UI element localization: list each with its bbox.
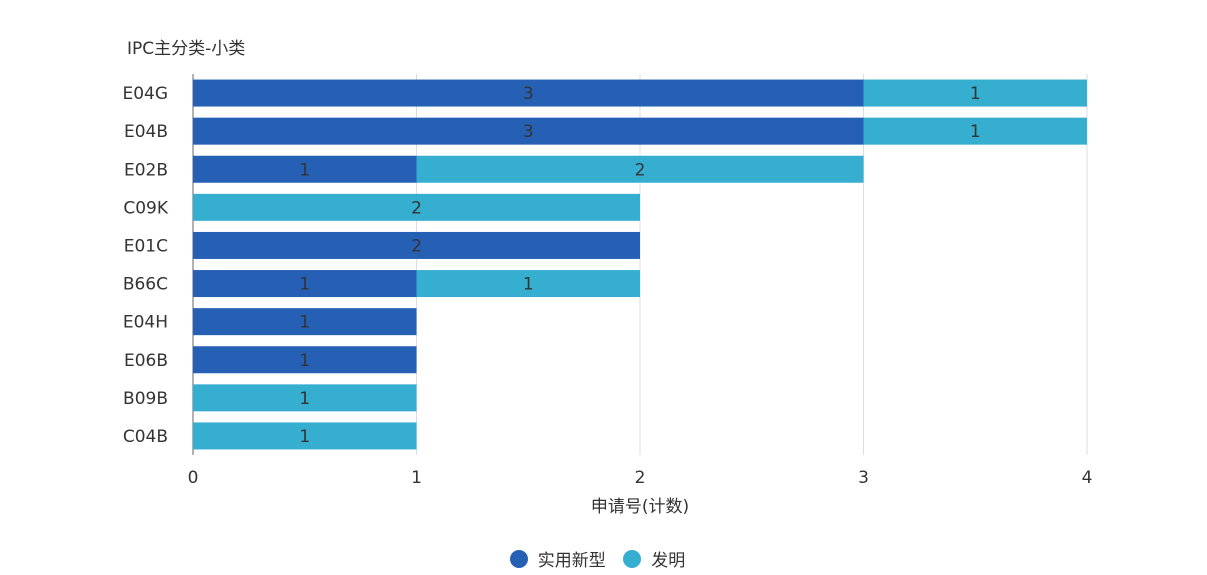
y-tick-label: C04B: [123, 427, 168, 447]
x-tick-label: 3: [858, 468, 869, 488]
legend-label-invention: 发明: [651, 546, 685, 571]
x-tick-label: 1: [411, 468, 422, 488]
data-label: 1: [299, 427, 310, 447]
x-axis-title: 申请号(计数): [0, 492, 1207, 517]
y-tick-label: B66C: [123, 275, 168, 295]
x-tick-label: 0: [188, 468, 199, 488]
stacked-bar-chart: 0 1 2 3 4 E04G 3 1 E04B 3 1 E02B 1 2 C09K 2 E01C 2 B66C 1 1 E…: [0, 0, 1207, 575]
legend-item-invention[interactable]: 发明: [623, 546, 685, 571]
y-tick-label: E01C: [124, 236, 168, 256]
legend: 实用新型 发明: [0, 546, 1195, 573]
legend-marker-utility-model: [510, 550, 528, 568]
data-label: 3: [523, 122, 534, 142]
y-tick-label: E02B: [124, 160, 168, 180]
x-tick-label: 4: [1082, 468, 1093, 488]
y-tick-label: E04H: [123, 313, 168, 333]
legend-marker-invention: [623, 550, 641, 568]
data-label: 1: [970, 84, 981, 104]
legend-item-utility-model[interactable]: 实用新型: [510, 546, 606, 571]
data-label: 2: [635, 160, 646, 180]
y-tick-label: B09B: [123, 389, 168, 409]
x-tick-label: 2: [635, 468, 646, 488]
y-tick-label: E06B: [124, 351, 168, 371]
data-label: 1: [970, 122, 981, 142]
y-tick-label: E04B: [124, 122, 168, 142]
data-label: 1: [299, 351, 310, 371]
data-label: 1: [299, 389, 310, 409]
data-label: 1: [299, 313, 310, 333]
data-label: 1: [523, 275, 534, 295]
data-label: 3: [523, 84, 534, 104]
y-tick-label: E04G: [122, 84, 168, 104]
data-label: 2: [411, 198, 422, 218]
y-tick-label: C09K: [123, 198, 169, 218]
legend-label-utility-model: 实用新型: [538, 546, 606, 571]
data-label: 1: [299, 275, 310, 295]
data-label: 1: [299, 160, 310, 180]
data-label: 2: [411, 236, 422, 256]
